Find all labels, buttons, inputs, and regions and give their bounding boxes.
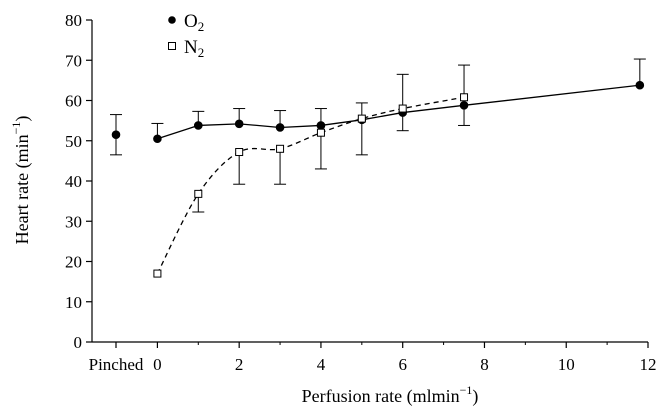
series-n2-point-0 — [153, 269, 162, 278]
series-n2-point-6 — [398, 104, 407, 113]
error-bars — [110, 58, 646, 213]
legend-label-o2-main: O — [184, 11, 198, 32]
y-tick-label-60: 60 — [65, 92, 82, 111]
series-o2-point-2 — [234, 119, 244, 129]
series-n2-point-4 — [316, 128, 325, 137]
legend-label-n2-sub: 2 — [198, 45, 205, 60]
x-tick-label-8: 8 — [480, 355, 489, 374]
axes — [91, 20, 648, 343]
y-tick-label-70: 70 — [65, 51, 82, 70]
x-tick-label-6: 6 — [398, 355, 407, 374]
y-tick-label-30: 30 — [65, 212, 82, 231]
series-n2-line — [156, 96, 465, 274]
x-tick-label-10: 10 — [558, 355, 575, 374]
x-axis-label: Perfusion rate (mlmin−1) — [302, 383, 479, 407]
series-o2-point-8 — [635, 80, 645, 90]
series-o2-point-0 — [153, 134, 162, 144]
series-o2-point-4 — [316, 121, 326, 130]
x-tick-label-pinched: Pinched — [89, 355, 144, 374]
pinched-point — [111, 130, 121, 140]
legend-marker-o2 — [168, 16, 176, 24]
legend-label-o2-sub: 2 — [198, 19, 205, 34]
y-tick-label-20: 20 — [65, 253, 82, 272]
data-markers — [111, 80, 645, 278]
series-o2-point-1 — [193, 121, 203, 130]
x-tick-label-2: 2 — [235, 355, 244, 374]
x-tick-label-12: 12 — [640, 355, 657, 374]
x-tick-label-4: 4 — [317, 355, 326, 374]
y-tick-label-0: 0 — [74, 333, 83, 352]
series-o2-point-7 — [459, 101, 469, 110]
legend-label-o2: O2 — [184, 11, 204, 34]
y-tick-label-40: 40 — [65, 172, 82, 191]
series-n2-point-1 — [194, 189, 203, 198]
ticks: 0 10 20 30 40 50 60 70 80 0 2 4 6 8 10 12 — [65, 11, 657, 374]
y-tick-label-10: 10 — [65, 293, 82, 312]
y-tick-label-50: 50 — [65, 132, 82, 151]
y-tick-label-80: 80 — [65, 11, 82, 30]
legend-marker-n2 — [168, 42, 176, 50]
series-n2-point-3 — [276, 144, 285, 153]
series-n2-point-7 — [460, 93, 469, 102]
series-n2-point-5 — [357, 114, 366, 123]
x-tick-label-0: 0 — [153, 355, 162, 374]
series-n2-point-2 — [235, 148, 244, 157]
series-o2-point-3 — [275, 123, 285, 132]
legend-label-n2: N2 — [184, 37, 204, 60]
y-axis-label: Heart rate (min−1) — [9, 116, 33, 245]
legend-label-n2-main: N — [184, 37, 198, 58]
